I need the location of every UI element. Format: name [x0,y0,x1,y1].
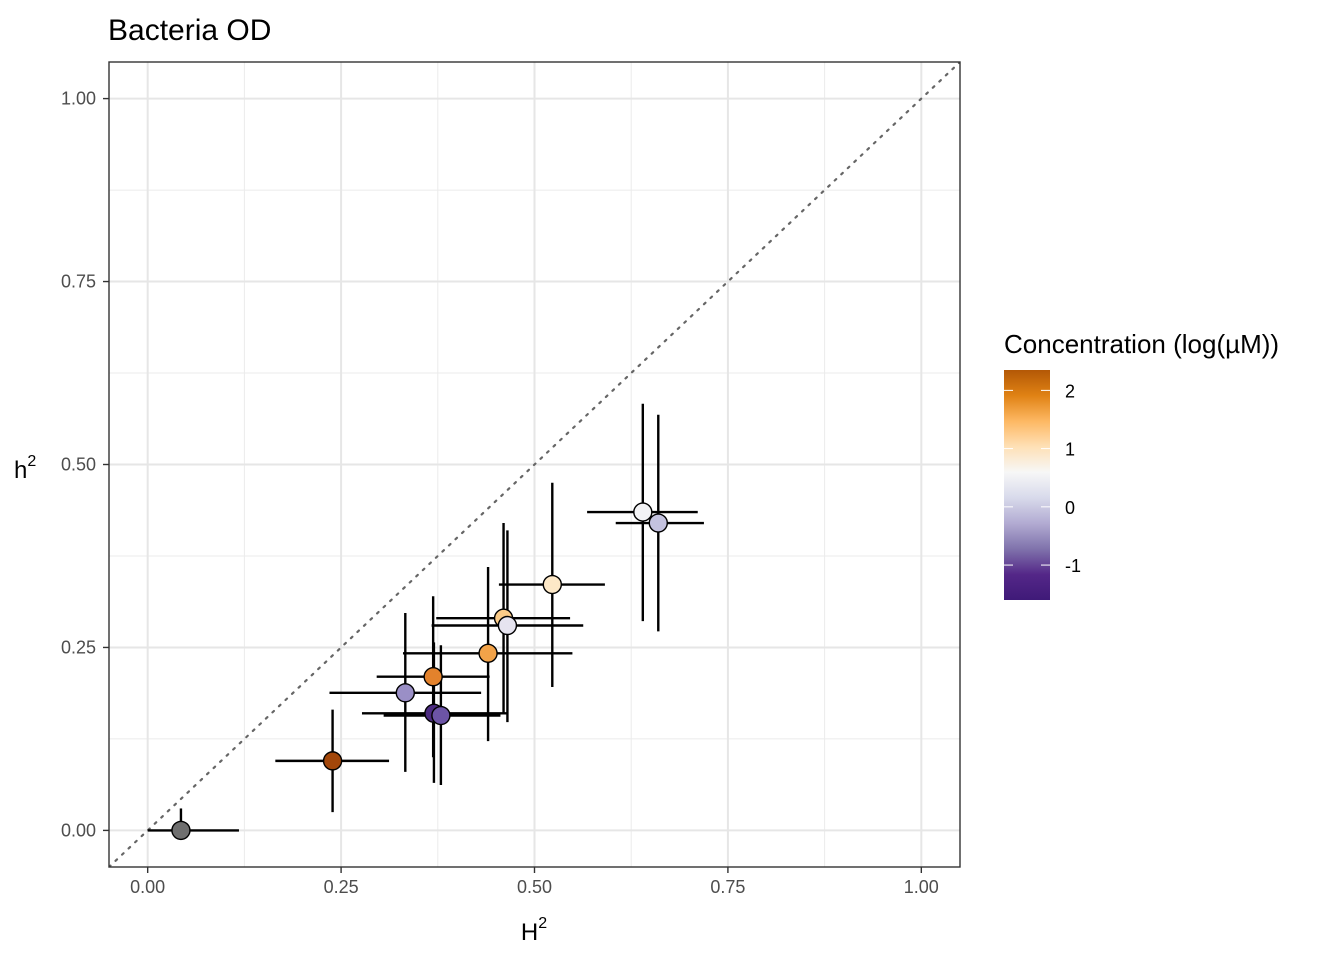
legend-title: Concentration (log(µM)) [1004,329,1279,359]
y-tick-label: 0.50 [61,455,96,475]
data-point [171,820,191,841]
x-tick-label: 0.75 [710,877,745,897]
data-point [431,705,451,726]
colorbar-tick-label: 2 [1065,381,1075,401]
y-tick-label: 1.00 [61,89,96,109]
colorbar-tick-label: 0 [1065,498,1075,518]
data-point [478,643,498,664]
y-axis-label-superscript: 2 [27,453,36,470]
y-axis-ticks: 0.00 0.25 0.50 0.75 1.00 [61,89,109,840]
data-points [171,502,668,841]
x-tick-label: 0.50 [517,877,552,897]
data-point [633,502,653,522]
x-tick-label: 1.00 [904,877,939,897]
data-point [648,513,668,533]
data-point [497,615,518,636]
colorbar [1004,370,1050,600]
data-point [542,574,562,595]
colorbar-tick-label: 1 [1065,440,1075,460]
data-point [395,683,416,703]
colorbar-ticks: 2 1 0 -1 [1004,381,1081,576]
x-tick-label: 0.00 [130,877,165,897]
data-point [423,667,443,687]
chart-title: Bacteria OD [108,14,271,47]
x-axis-label-superscript: 2 [538,915,547,932]
y-tick-label: 0.00 [61,820,96,840]
data-point [322,751,343,771]
y-tick-label: 0.75 [61,272,96,292]
y-axis-label: h2 [14,453,36,484]
x-axis-label: H2 [521,915,547,946]
x-axis-ticks: 0.00 0.25 0.50 0.75 1.00 [130,867,939,897]
y-tick-label: 0.25 [61,637,96,657]
colorbar-tick-label: -1 [1065,556,1081,576]
x-tick-label: 0.25 [324,877,359,897]
reference-diagonal-line [109,62,960,867]
